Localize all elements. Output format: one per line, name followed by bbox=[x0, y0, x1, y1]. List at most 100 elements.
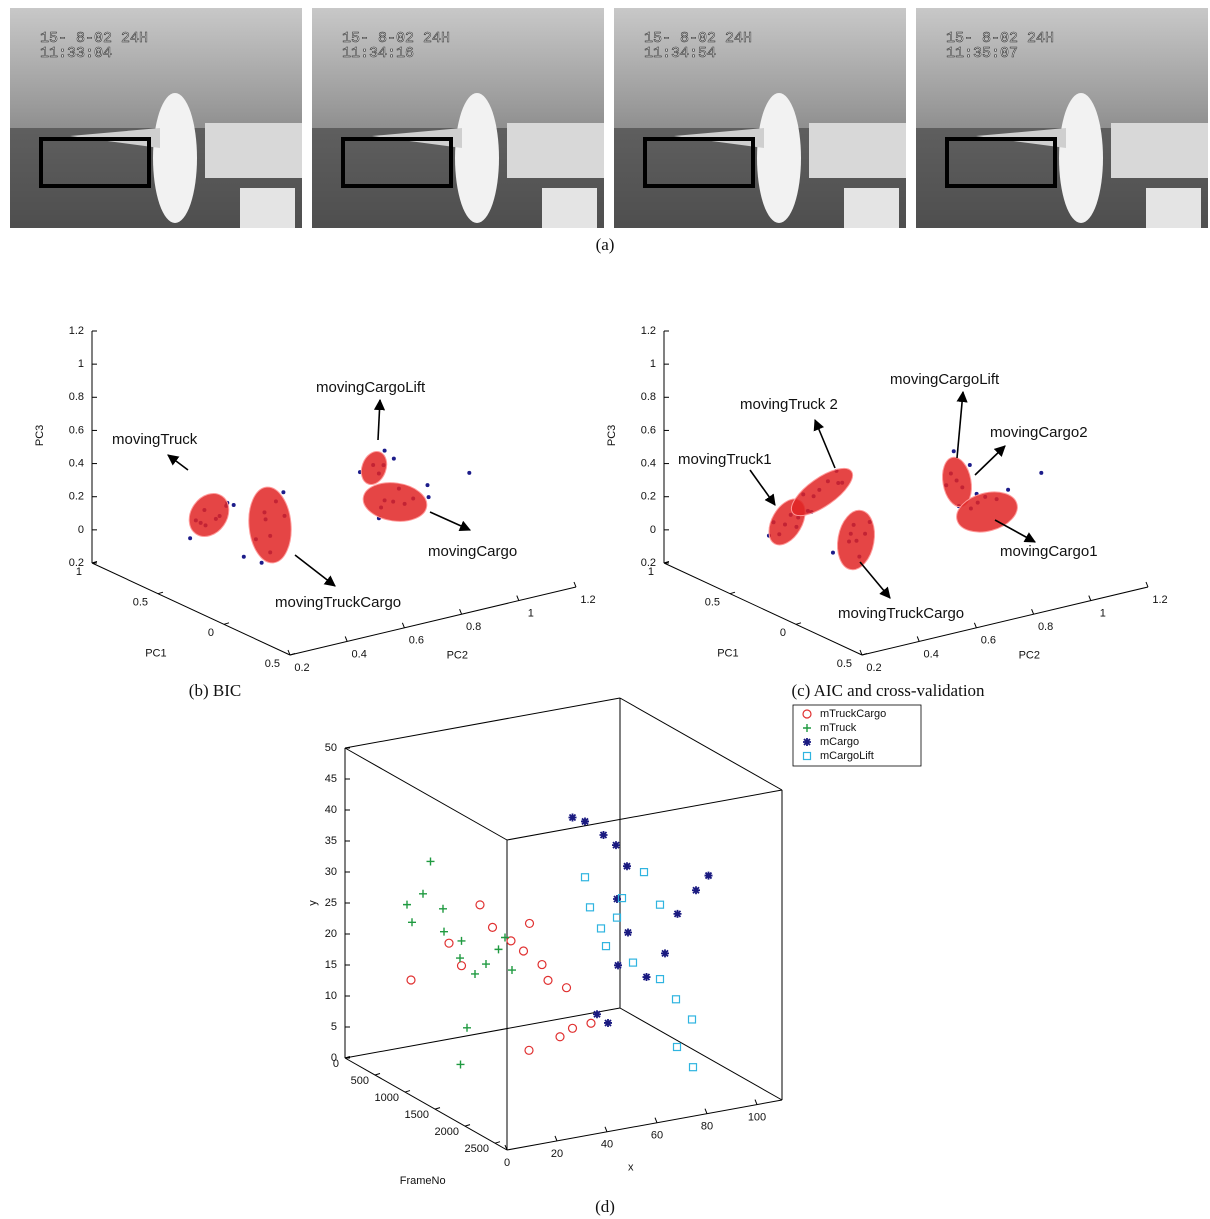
annotation: movingTruck 2 bbox=[740, 396, 838, 413]
point bbox=[628, 958, 638, 967]
point bbox=[543, 975, 553, 985]
point bbox=[456, 954, 464, 963]
box-edge bbox=[506, 789, 783, 841]
point bbox=[494, 945, 503, 954]
z-tick-label: 35 bbox=[325, 835, 337, 847]
point bbox=[655, 974, 665, 984]
point bbox=[655, 900, 665, 909]
y-tick-label: 0.4 bbox=[352, 648, 367, 660]
tick bbox=[157, 591, 164, 595]
box-edge bbox=[344, 1007, 621, 1059]
x-axis-label: PC1 bbox=[717, 648, 738, 660]
cluster bbox=[837, 509, 875, 571]
z-tick-label: 0 bbox=[331, 1052, 337, 1064]
z-tick-label: 50 bbox=[325, 742, 337, 754]
cluster bbox=[188, 493, 230, 537]
point bbox=[567, 1023, 578, 1033]
point bbox=[580, 873, 590, 882]
point bbox=[231, 503, 236, 508]
x-tick-label: 1 bbox=[76, 566, 82, 578]
plot-d: 0510152025303540455005001000150020002500… bbox=[307, 697, 783, 1187]
box-edge bbox=[506, 1099, 783, 1151]
point bbox=[639, 868, 649, 877]
box-edge bbox=[344, 1057, 508, 1151]
arrow bbox=[167, 454, 189, 471]
point bbox=[671, 995, 681, 1004]
legend-marker bbox=[803, 724, 811, 732]
x-tick-label: 2000 bbox=[435, 1126, 459, 1138]
z-tick-label: 10 bbox=[325, 990, 337, 1002]
point bbox=[599, 830, 608, 839]
point bbox=[704, 871, 713, 880]
point bbox=[518, 946, 529, 956]
tick bbox=[573, 581, 577, 588]
legend-marker bbox=[802, 709, 812, 719]
point bbox=[506, 936, 516, 946]
caption: (d) bbox=[595, 1197, 615, 1216]
x-tick-label: 0 bbox=[208, 627, 214, 639]
fuselage bbox=[455, 93, 499, 223]
legend: mTruckCargo mTruck mCargo mCargoLift bbox=[792, 704, 922, 767]
z-tick-label: 0.2 bbox=[69, 557, 84, 569]
x-tick-label: 1 bbox=[648, 566, 654, 578]
tick bbox=[516, 595, 520, 601]
tick bbox=[344, 636, 348, 642]
tick bbox=[795, 622, 802, 625]
annotation: movingCargo1 bbox=[1000, 543, 1098, 560]
y-tick-label: 0.6 bbox=[981, 635, 996, 647]
tick bbox=[504, 1144, 508, 1151]
point bbox=[482, 960, 490, 969]
z-tick-label: 0 bbox=[78, 524, 84, 536]
point bbox=[501, 933, 509, 942]
z-tick-label: 20 bbox=[325, 928, 337, 940]
box-edge bbox=[344, 697, 621, 749]
y-axis-label: x bbox=[628, 1161, 634, 1173]
z-tick-label: 45 bbox=[325, 773, 337, 785]
point bbox=[830, 550, 835, 555]
terminal bbox=[1111, 123, 1208, 178]
point bbox=[426, 495, 431, 500]
point bbox=[457, 936, 466, 945]
legend-box bbox=[792, 704, 922, 767]
point bbox=[1039, 470, 1044, 475]
point bbox=[259, 560, 264, 565]
y-tick-label: 0.2 bbox=[294, 662, 309, 674]
tick bbox=[754, 1099, 758, 1105]
point bbox=[612, 913, 622, 922]
y-axis bbox=[861, 586, 1149, 656]
z-tick-label: 1 bbox=[650, 358, 656, 370]
z-tick-label: 5 bbox=[331, 1021, 337, 1033]
annotation: movingCargo bbox=[428, 543, 517, 560]
annotation: movingTruckCargo bbox=[838, 605, 964, 622]
terminal bbox=[507, 123, 604, 178]
tick bbox=[554, 1135, 558, 1142]
z-tick-label: 0 bbox=[650, 524, 656, 536]
point bbox=[967, 463, 972, 468]
z-tick-label: 25 bbox=[325, 897, 337, 909]
plot-b: 0.2 0 0.2 0.4 0.6 0.8 1 1.2 1 0.5 0 0.5 0.2 0.4 0.6 0.8… bbox=[34, 325, 596, 674]
x-tick-label: 0 bbox=[333, 1058, 339, 1070]
point bbox=[408, 918, 416, 927]
arrow bbox=[974, 445, 1006, 476]
y-tick-label: 1.2 bbox=[1152, 594, 1167, 606]
tick bbox=[916, 636, 920, 642]
x-tick-label: 0.5 bbox=[837, 658, 852, 670]
timestamp-time: 11:33:04 bbox=[40, 45, 112, 62]
point bbox=[687, 1015, 697, 1024]
arrow bbox=[294, 554, 336, 587]
point bbox=[561, 983, 572, 993]
tick bbox=[1088, 595, 1092, 601]
x-tick-label: 1500 bbox=[405, 1109, 429, 1121]
z-tick-label: 0.2 bbox=[641, 491, 656, 503]
point bbox=[672, 1042, 682, 1052]
arrow bbox=[373, 398, 386, 441]
tick bbox=[663, 561, 670, 564]
fuselage bbox=[757, 93, 801, 223]
building bbox=[844, 188, 899, 228]
z-axis-label: PC3 bbox=[34, 425, 46, 446]
point bbox=[524, 1045, 534, 1055]
point bbox=[426, 857, 435, 866]
tick bbox=[1145, 581, 1149, 588]
